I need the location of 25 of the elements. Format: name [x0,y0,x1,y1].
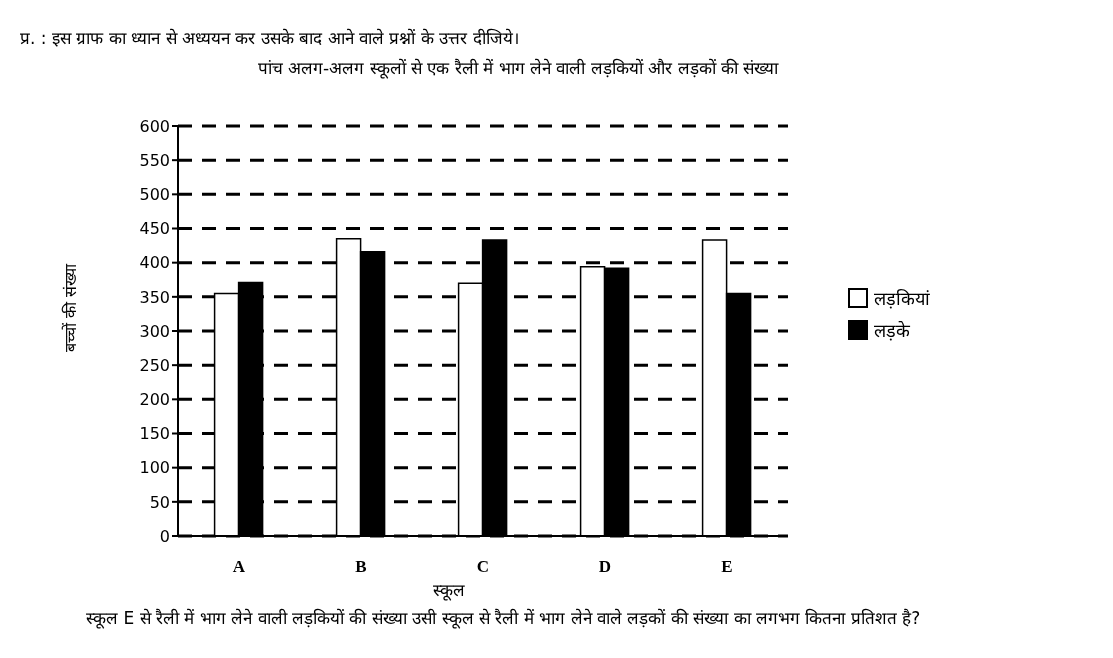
y-tick-label: 50 [149,492,170,512]
y-tick-label: 200 [139,390,170,410]
legend-label: लड़के [874,319,910,342]
y-tick-label: 550 [139,150,170,170]
x-tick-label: B [355,557,367,577]
text: प्र. : इस ग्राफ का ध्यान से अध्ययन कर उसके बाद आने वाले प्रश्नों के उत्तर दीजिये। [20,27,519,49]
x-tick-label: D [598,557,612,577]
y-tick-label: 450 [139,219,170,239]
y-tick-label: 100 [139,458,170,478]
x-tick-label: A [232,557,246,577]
y-axis-title: बच्चों की संख्या [60,263,81,353]
x-axis-title: स्कूल [433,579,465,601]
legend-label: लड़कियां [874,287,930,310]
y-tick-label: 0 [159,526,170,546]
x-tick-label: C [476,557,490,577]
text: स्कूल E से रैली में भाग लेने वाली लड़कियों की संख्या उसी स्कूल से रैली में भाग लेने वाले लड़कों की संख्या का लगभग कितना प्रतिशत है? [86,607,922,630]
y-tick-label: 250 [139,355,170,375]
y-tick-label: 350 [139,287,170,307]
x-tick-label: E [721,557,733,577]
y-tick-label: 150 [139,424,170,444]
y-tick-label: 400 [139,253,170,273]
y-tick-label: 500 [139,185,170,205]
y-tick-label: 600 [139,116,170,136]
y-tick-label: 300 [139,321,170,341]
chart-title: पांच अलग-अलग स्कूलों से एक रैली में भाग लेने वाली लड़कियों और लड़कों की संख्या [256,57,780,79]
